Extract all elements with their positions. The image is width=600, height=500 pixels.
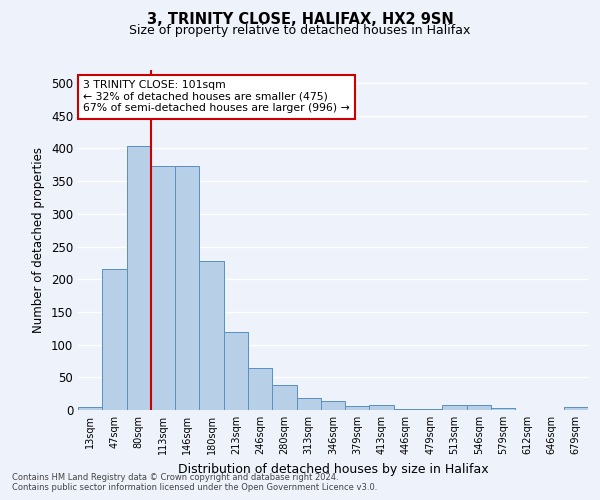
- Bar: [467, 406, 491, 410]
- Bar: [272, 384, 296, 410]
- Bar: [78, 408, 102, 410]
- Bar: [248, 368, 272, 410]
- Text: 3 TRINITY CLOSE: 101sqm
← 32% of detached houses are smaller (475)
67% of semi-d: 3 TRINITY CLOSE: 101sqm ← 32% of detache…: [83, 80, 350, 114]
- Bar: [345, 406, 370, 410]
- Bar: [491, 408, 515, 410]
- Bar: [321, 401, 345, 410]
- Text: Contains HM Land Registry data © Crown copyright and database right 2024.: Contains HM Land Registry data © Crown c…: [12, 474, 338, 482]
- Bar: [199, 261, 224, 410]
- Bar: [442, 406, 467, 410]
- Bar: [564, 408, 588, 410]
- Bar: [151, 166, 175, 410]
- Bar: [102, 269, 127, 410]
- Text: Contains public sector information licensed under the Open Government Licence v3: Contains public sector information licen…: [12, 484, 377, 492]
- Bar: [370, 406, 394, 410]
- Bar: [224, 332, 248, 410]
- Text: 3, TRINITY CLOSE, HALIFAX, HX2 9SN: 3, TRINITY CLOSE, HALIFAX, HX2 9SN: [146, 12, 454, 28]
- X-axis label: Distribution of detached houses by size in Halifax: Distribution of detached houses by size …: [178, 462, 488, 475]
- Bar: [175, 166, 199, 410]
- Y-axis label: Number of detached properties: Number of detached properties: [32, 147, 46, 333]
- Bar: [296, 398, 321, 410]
- Text: Size of property relative to detached houses in Halifax: Size of property relative to detached ho…: [130, 24, 470, 37]
- Bar: [127, 146, 151, 410]
